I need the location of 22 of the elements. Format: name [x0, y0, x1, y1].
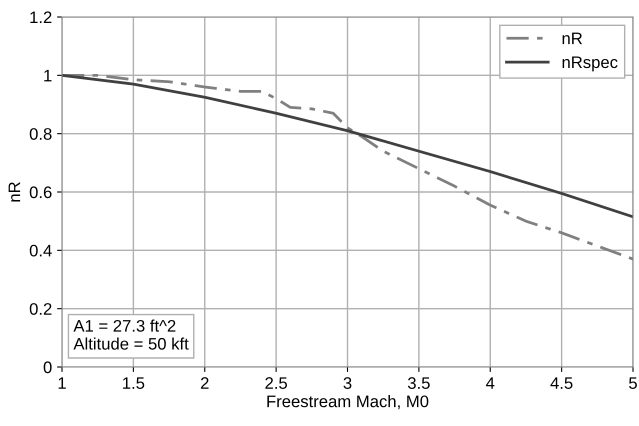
x-tick-label: 3: [344, 377, 352, 389]
line-series: [62, 74, 633, 218]
x-tick-label: 5: [629, 377, 637, 389]
x-tick-label: 4.5: [550, 377, 573, 389]
y-tick-label: 1.2: [30, 11, 52, 24]
annotation: A1 = 27.3 ft^2 Altitude = 50 kft: [73, 320, 189, 350]
x-tick-label: 1: [58, 377, 66, 389]
x-tick-label: 2.5: [265, 377, 288, 389]
y-tick-label: 0.4: [30, 244, 52, 257]
x-tick-label: 2: [200, 377, 209, 389]
x-tick-label: 1.5: [123, 377, 144, 389]
y-tick-label: 0.2: [30, 303, 52, 315]
y-tick-label: 0.6: [30, 186, 52, 198]
legend-label: nR: [562, 32, 582, 44]
legend-label: nRspec: [562, 56, 618, 72]
x-axis-title: Freestream Mach, M0: [267, 395, 428, 410]
y-tick-label: 0.8: [30, 128, 52, 140]
x-tick-label: 4: [486, 377, 494, 389]
x-tick-label: 3.5: [408, 377, 430, 389]
y-tick-label: 1: [44, 70, 52, 82]
y-tick-label: 0: [44, 361, 52, 374]
y-axis-title: nR: [8, 182, 20, 202]
